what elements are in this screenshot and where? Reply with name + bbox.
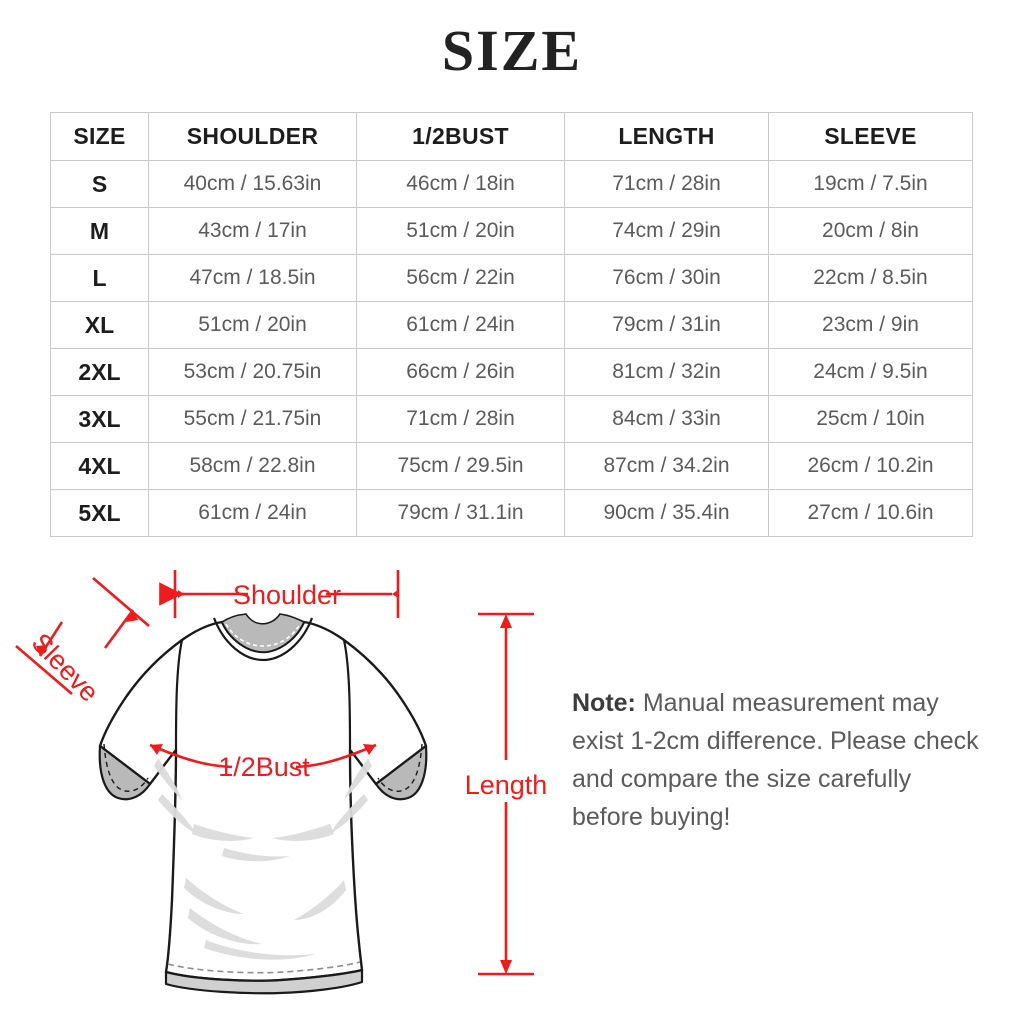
table-row: M 43cm / 17in 51cm / 20in 74cm / 29in 20… [50, 207, 973, 255]
tshirt-illustration [98, 613, 428, 995]
cell-bust: 56cm / 22in [356, 254, 565, 302]
cell-size: XL [50, 301, 149, 349]
cell-shoulder: 55cm / 21.75in [148, 395, 357, 443]
cell-shoulder: 43cm / 17in [148, 207, 357, 255]
cell-bust: 79cm / 31.1in [356, 489, 565, 537]
shoulder-dimension: Shoulder [159, 570, 400, 618]
note-block: Note: Manual measurement may exist 1-2cm… [572, 684, 984, 836]
cell-sleeve: 26cm / 10.2in [768, 442, 973, 490]
page-title: SIZE [441, 18, 583, 83]
cell-length: 79cm / 31in [564, 301, 769, 349]
length-dimension: Length [465, 612, 548, 976]
table-row: 5XL 61cm / 24in 79cm / 31.1in 90cm / 35.… [50, 489, 973, 537]
cell-size: 5XL [50, 489, 149, 537]
table-row: S 40cm / 15.63in 46cm / 18in 71cm / 28in… [50, 160, 973, 208]
column-header-length: LENGTH [564, 112, 769, 161]
cell-shoulder: 47cm / 18.5in [148, 254, 357, 302]
cell-length: 90cm / 35.4in [564, 489, 769, 537]
cell-size: 3XL [50, 395, 149, 443]
length-label: Length [465, 770, 548, 800]
shoulder-label: Shoulder [233, 580, 341, 610]
cell-shoulder: 51cm / 20in [148, 301, 357, 349]
cell-sleeve: 27cm / 10.6in [768, 489, 973, 537]
column-header-bust: 1/2BUST [356, 112, 565, 161]
cell-bust: 75cm / 29.5in [356, 442, 565, 490]
cell-bust: 46cm / 18in [356, 160, 565, 208]
cell-length: 84cm / 33in [564, 395, 769, 443]
cell-bust: 71cm / 28in [356, 395, 565, 443]
sleeve-dimension: Sleeve [15, 577, 150, 708]
cell-shoulder: 58cm / 22.8in [148, 442, 357, 490]
cell-size: M [50, 207, 149, 255]
cell-length: 76cm / 30in [564, 254, 769, 302]
size-chart-table-container: SIZE SHOULDER 1/2BUST LENGTH SLEEVE S 40… [50, 112, 973, 537]
note-label: Note: [572, 689, 636, 717]
cell-sleeve: 24cm / 9.5in [768, 348, 973, 396]
cell-size: 2XL [50, 348, 149, 396]
size-chart-table: SIZE SHOULDER 1/2BUST LENGTH SLEEVE S 40… [50, 112, 973, 537]
cell-length: 71cm / 28in [564, 160, 769, 208]
column-header-shoulder: SHOULDER [148, 112, 357, 161]
cell-size: L [50, 254, 149, 302]
cell-sleeve: 20cm / 8in [768, 207, 973, 255]
cell-shoulder: 61cm / 24in [148, 489, 357, 537]
column-header-size: SIZE [50, 112, 149, 161]
cell-bust: 51cm / 20in [356, 207, 565, 255]
table-row: 3XL 55cm / 21.75in 71cm / 28in 84cm / 33… [50, 395, 973, 443]
cell-bust: 66cm / 26in [356, 348, 565, 396]
cell-sleeve: 22cm / 8.5in [768, 254, 973, 302]
cell-length: 74cm / 29in [564, 207, 769, 255]
cell-sleeve: 25cm / 10in [768, 395, 973, 443]
cell-shoulder: 40cm / 15.63in [148, 160, 357, 208]
table-row: XL 51cm / 20in 61cm / 24in 79cm / 31in 2… [50, 301, 973, 349]
cell-size: S [50, 160, 149, 208]
bust-label: 1/2Bust [218, 752, 310, 782]
cell-shoulder: 53cm / 20.75in [148, 348, 357, 396]
table-row: 4XL 58cm / 22.8in 75cm / 29.5in 87cm / 3… [50, 442, 973, 490]
cell-bust: 61cm / 24in [356, 301, 565, 349]
column-header-sleeve: SLEEVE [768, 112, 973, 161]
table-header-row: SIZE SHOULDER 1/2BUST LENGTH SLEEVE [50, 112, 973, 161]
note-text: Manual measurement may exist 1-2cm diffe… [572, 689, 979, 831]
cell-length: 87cm / 34.2in [564, 442, 769, 490]
measurement-diagram: Shoulder Sleeve 1/2Bust [0, 548, 560, 1024]
cell-sleeve: 19cm / 7.5in [768, 160, 973, 208]
table-row: 2XL 53cm / 20.75in 66cm / 26in 81cm / 32… [50, 348, 973, 396]
bust-dimension: 1/2Bust [149, 743, 377, 782]
cell-sleeve: 23cm / 9in [768, 301, 973, 349]
sleeve-label: Sleeve [26, 627, 105, 707]
cell-size: 4XL [50, 442, 149, 490]
cell-length: 81cm / 32in [564, 348, 769, 396]
table-row: L 47cm / 18.5in 56cm / 22in 76cm / 30in … [50, 254, 973, 302]
